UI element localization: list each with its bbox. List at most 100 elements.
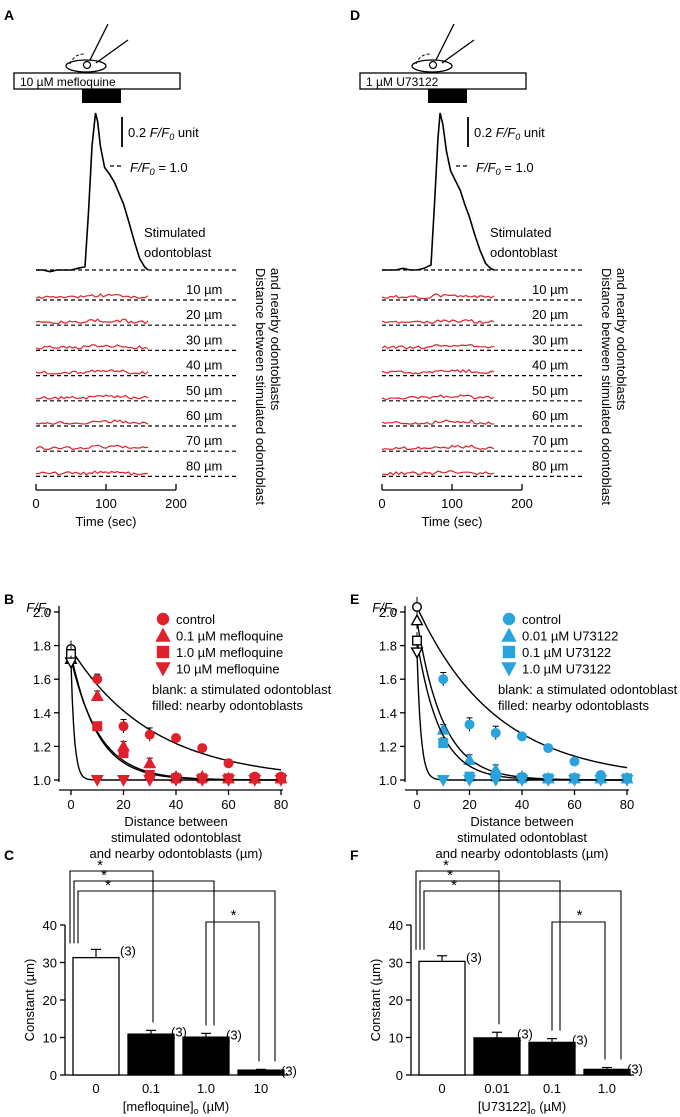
xl-sub: o — [194, 1106, 199, 1116]
panel-C: C 0 10 20 30 40 Constant (µm) (3) 0 (3) 0.1 (3) 1.0 (… — [4, 847, 297, 1116]
y-tick-label: 30 — [43, 956, 57, 971]
y-axis-label: Constant (µm) — [368, 959, 383, 1042]
x-tick-label: 0 — [378, 496, 385, 511]
fit-curve — [70, 648, 282, 771]
y-tick-label: 1.0 — [33, 773, 51, 788]
data-point — [274, 775, 288, 787]
distance-label: 30 µm — [186, 332, 222, 347]
stimulated-point — [412, 635, 423, 646]
legend-note: filled: nearby odontoblasts — [498, 698, 650, 713]
x-axis-label: stimulated odontoblast — [457, 830, 587, 845]
scale-bar-label: 0.2 F/F0 unit — [474, 125, 545, 142]
stimulated-label: odontoblast — [490, 245, 558, 260]
pipette-line — [89, 23, 109, 61]
nearby-trace — [381, 344, 495, 350]
x-axis-label: [U73122]o (µM) — [478, 1099, 566, 1116]
data-point — [490, 727, 501, 738]
significance-star: * — [105, 877, 111, 894]
distance-label: 20 µm — [532, 307, 568, 322]
panel-label-A: A — [4, 7, 14, 23]
stimulated-label: Stimulated — [144, 225, 205, 240]
y-tick-label: 1.2 — [33, 739, 51, 754]
x-axis-label: Distance between — [470, 814, 573, 829]
data-point — [464, 719, 475, 730]
x-axis-label: [mefloquine]o (µM) — [123, 1099, 229, 1116]
y-tick-label: 0 — [50, 1068, 57, 1083]
data-point — [170, 733, 181, 744]
y-tick-label: 20 — [43, 993, 57, 1008]
data-point — [436, 775, 450, 787]
x-tick-label: 20 — [462, 797, 476, 812]
fit-curve — [70, 658, 281, 781]
baseline-label: F/F0 = 1.0 — [130, 160, 188, 177]
x-tick-label: 0.1 — [142, 1081, 160, 1096]
x-tick-label: 200 — [511, 496, 533, 511]
y-tick-label: 30 — [389, 956, 403, 971]
legend-marker — [502, 645, 516, 659]
legend-note: blank: a stimulated odontoblast — [498, 682, 678, 697]
x-tick-label: 60 — [221, 797, 235, 812]
panel-label-F: F — [350, 847, 359, 863]
distance-label: 10 µm — [186, 282, 222, 297]
panel-label-C: C — [4, 847, 14, 863]
data-point — [144, 729, 155, 740]
panel-label-B: B — [4, 591, 14, 607]
stimulus-bar — [82, 89, 121, 103]
legend-marker — [156, 612, 170, 626]
panel-label-E: E — [350, 591, 359, 607]
sb-num: 0.2 — [474, 125, 496, 140]
data-point — [515, 775, 529, 787]
y-axis-label: F/F0 — [372, 600, 398, 617]
nearby-trace — [381, 470, 495, 476]
sb-ff: F/F — [496, 125, 517, 140]
y-tick-label: 2.0 — [33, 605, 51, 620]
ff-suffix: = 1.0 — [155, 160, 188, 175]
xl-unit: (µM) — [199, 1099, 230, 1114]
side-axis-label: Distance between stimulated odontoblast — [253, 268, 268, 505]
stimulated-label: odontoblast — [144, 245, 212, 260]
legend-marker — [502, 612, 516, 626]
panel-E: EF/F01.01.21.41.61.82.00 20 40 60 80Distance… — [350, 591, 678, 861]
x-tick-label: 0 — [67, 797, 74, 812]
x-tick-label: 40 — [169, 797, 183, 812]
distance-label: 50 µm — [186, 383, 222, 398]
x-axis-label: and nearby odontoblasts (µm) — [436, 846, 609, 861]
data-point — [594, 775, 608, 787]
n-label: (3) — [517, 1026, 533, 1041]
x-tick-label: 60 — [567, 797, 581, 812]
ff-suffix: = 1.0 — [501, 160, 534, 175]
xl-sub: o — [531, 1106, 536, 1116]
nearby-trace — [35, 318, 149, 325]
legend-label: 1.0 µM mefloquine — [176, 645, 283, 660]
nearby-trace — [381, 444, 495, 451]
sb-ff: F/F — [150, 125, 171, 140]
data-point — [568, 775, 581, 787]
cell-pipette-icon — [411, 23, 475, 73]
data-point — [143, 775, 157, 787]
data-point — [463, 775, 476, 787]
n-label: (3) — [226, 1027, 242, 1042]
ff-main: F/F — [26, 600, 47, 615]
distance-label: 30 µm — [532, 332, 568, 347]
data-point — [438, 738, 449, 749]
side-axis-label: and nearby odontoblasts — [268, 268, 283, 411]
data-point — [438, 674, 449, 685]
sb-unit: unit — [174, 125, 199, 140]
distance-label: 50 µm — [532, 383, 568, 398]
nearby-trace — [35, 369, 149, 375]
data-point — [569, 756, 580, 767]
distance-label: 80 µm — [532, 458, 568, 473]
distance-label: 80 µm — [186, 458, 222, 473]
side-axis-label: Distance between stimulated odontoblast — [599, 268, 614, 505]
ff-main: F/F — [372, 600, 393, 615]
cell-outline — [411, 59, 453, 73]
x-tick-label: 40 — [515, 797, 529, 812]
x-tick-label: 200 — [165, 496, 187, 511]
side-axis-label: and nearby odontoblasts — [614, 268, 629, 411]
legend-label: 1.0 µM U73122 — [522, 662, 611, 677]
stimulated-trace — [382, 112, 495, 271]
ff-sub: 0 — [496, 167, 502, 177]
ff-main: F/F — [476, 160, 497, 175]
distance-label: 70 µm — [532, 433, 568, 448]
